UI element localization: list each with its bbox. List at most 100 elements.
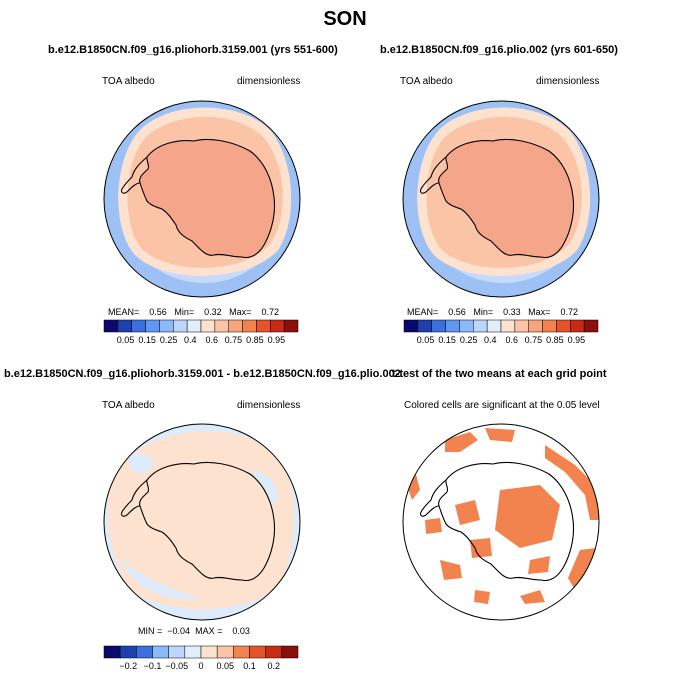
panel-3-max-value: 0.03 <box>232 626 250 636</box>
panel-2-colorbar-tick-label: 0.25 <box>460 335 478 345</box>
panel-3-colorbar-tick-label: 0.05 <box>216 661 234 671</box>
panel-3-min-value: −0.04 <box>167 626 191 636</box>
panel-1-colorbar-swatch <box>186 319 202 333</box>
panel-1-colorbar-swatch <box>256 319 271 333</box>
panel-3-min-label: MIN = <box>138 626 163 636</box>
panel-3-colorbar-swatch <box>265 645 283 659</box>
panel-4-title: t-test of the two means at each grid poi… <box>392 368 607 380</box>
panel-1-colorbar-swatch <box>159 319 174 333</box>
panel-1-max-value: 0.72 <box>261 307 279 317</box>
panel-1-colorbar-swatch <box>270 319 285 333</box>
panel-3-variable-label: TOA albedo <box>102 400 155 411</box>
panel-3-colorbar: −0.2 −0.1 −0.05 0 0.05 0.1 0.2 <box>103 645 299 671</box>
panel-2-colorbar-swatch <box>486 319 502 333</box>
panel-2-colorbar-tick-label: 0.95 <box>568 335 586 345</box>
panel-3-colorbar-swatch <box>168 645 186 659</box>
figure-title: SON <box>323 8 367 30</box>
panel-3-map <box>104 424 300 620</box>
panel-3-colorbar-tick-label: −0.2 <box>119 661 137 671</box>
panel-2-max-label: Max= <box>528 307 551 317</box>
panel-3-stats: MIN = −0.04 MAX = 0.03 <box>138 626 250 636</box>
panel-3-colorbar-tick-label: −0.05 <box>165 661 188 671</box>
panel-1-colorbar: 0.05 0.15 0.25 0.4 0.6 0.75 0.85 0.95 <box>103 319 299 345</box>
panel-3-units-label: dimensionless <box>237 400 301 411</box>
panel-3-colorbar-swatch <box>281 645 299 659</box>
panel-2-colorbar-tick-label: 0.15 <box>438 335 456 345</box>
panel-3-title: b.e12.B1850CN.f09_g16.pliohorb.3159.001 … <box>4 368 401 380</box>
panel-2-colorbar-tick-label: 0.75 <box>525 335 543 345</box>
panel-3-colorbar-swatch <box>249 645 266 659</box>
panel-4-subtitle: Colored cells are significant at the 0.0… <box>404 400 600 411</box>
panel-2-colorbar: 0.05 0.15 0.25 0.4 0.6 0.75 0.85 0.95 <box>403 319 599 345</box>
panel-2-colorbar-swatch <box>431 319 446 333</box>
panel-4-significant-cells <box>405 428 599 604</box>
panel-1-colorbar-swatch <box>103 319 119 333</box>
panel-2-max-value: 0.72 <box>560 307 578 317</box>
panel-3-colorbar-tick-label: 0.1 <box>243 661 256 671</box>
panel-2-colorbar-swatch <box>514 319 529 333</box>
panel-2-map <box>403 101 599 297</box>
panel-1-units-label: dimensionless <box>237 76 301 87</box>
panel-3-colorbar-swatch <box>233 645 250 659</box>
panel-1-map <box>104 101 300 297</box>
panel-2-title: b.e12.B1850CN.f09_g16.plio.002 (yrs 601-… <box>380 44 618 56</box>
panel-1-colorbar-swatch <box>228 319 243 333</box>
panel-2-colorbar-tick-label: 0.85 <box>546 335 564 345</box>
panel-1-mean-value: 0.56 <box>149 307 167 317</box>
panel-2-min-value: 0.33 <box>503 307 521 317</box>
panel-1-colorbar-swatch <box>117 319 132 333</box>
panel-2-colorbar-swatch <box>459 319 474 333</box>
panel-2-colorbar-swatch <box>583 319 599 333</box>
panel-1-colorbar-swatch <box>214 319 229 333</box>
panel-1-variable-label: TOA albedo <box>102 76 155 87</box>
panel-3-frame <box>103 423 301 621</box>
panel-3-colorbar-swatch <box>200 645 218 659</box>
panel-1-colorbar-swatch <box>173 319 188 333</box>
panel-1-colorbar-tick-label: 0.95 <box>268 335 286 345</box>
panel-2-colorbar-swatch <box>570 319 585 333</box>
panel-2-colorbar-swatch <box>417 319 432 333</box>
panel-3-colorbar-swatch <box>136 645 153 659</box>
panel-1-colorbar-swatch <box>283 319 299 333</box>
panel-1-title: b.e12.B1850CN.f09_g16.pliohorb.3159.001 … <box>48 44 338 56</box>
panel-2-colorbar-tick-label: 0.6 <box>506 335 519 345</box>
panel-3-colorbar-tick-label: −0.1 <box>144 661 162 671</box>
panel-2-colorbar-tick-label: 0.05 <box>417 335 435 345</box>
panel-3-negative-patch-3 <box>120 560 200 600</box>
panel-2-colorbar-swatch <box>445 319 460 333</box>
panel-1-min-label: Min= <box>174 307 195 317</box>
panel-2-colorbar-swatch <box>556 319 571 333</box>
panel-1-colorbar-swatch <box>200 319 216 333</box>
panel-2-mean-label: MEAN= <box>407 307 439 317</box>
panel-1-colorbar-swatch <box>242 319 257 333</box>
panel-3-negative-patch-1 <box>127 453 154 474</box>
panel-3-colorbar-tick-label: 0 <box>198 661 203 671</box>
panel-1-min-value: 0.32 <box>204 307 222 317</box>
panel-4-frame <box>402 423 600 621</box>
panel-1-colorbar-tick-label: 0.75 <box>225 335 243 345</box>
panel-1-max-label: Max= <box>229 307 252 317</box>
panel-2-units-label: dimensionless <box>536 76 600 87</box>
panel-1-mean-label: MEAN= <box>108 307 140 317</box>
panel-2-colorbar-tick-label: 0.4 <box>484 335 497 345</box>
panel-1-colorbar-swatch <box>145 319 160 333</box>
panel-1-colorbar-tick-label: 0.6 <box>206 335 219 345</box>
panel-1-colorbar-tick-label: 0.4 <box>184 335 197 345</box>
panel-1-colorbar-tick-label: 0.15 <box>138 335 156 345</box>
panel-2-min-label: Min= <box>473 307 494 317</box>
panel-2-colorbar-swatch <box>473 319 488 333</box>
panel-3-colorbar-swatch <box>152 645 169 659</box>
panel-2-variable-label: TOA albedo <box>400 76 453 87</box>
panel-1-frame <box>103 100 301 298</box>
panel-3-colorbar-swatch <box>216 645 234 659</box>
panel-2-colorbar-swatch <box>542 319 557 333</box>
panel-3-colorbar-swatch <box>184 645 202 659</box>
panel-2-colorbar-swatch <box>528 319 543 333</box>
panel-3-colorbar-swatch <box>119 645 137 659</box>
panel-2-colorbar-swatch <box>403 319 419 333</box>
panel-1-stats: MEAN= 0.56 Min= 0.32 Max= 0.72 <box>108 307 279 317</box>
panel-1-colorbar-tick-label: 0.25 <box>160 335 178 345</box>
panel-1-colorbar-swatch <box>131 319 146 333</box>
panel-3-max-label: MAX = <box>195 626 223 636</box>
